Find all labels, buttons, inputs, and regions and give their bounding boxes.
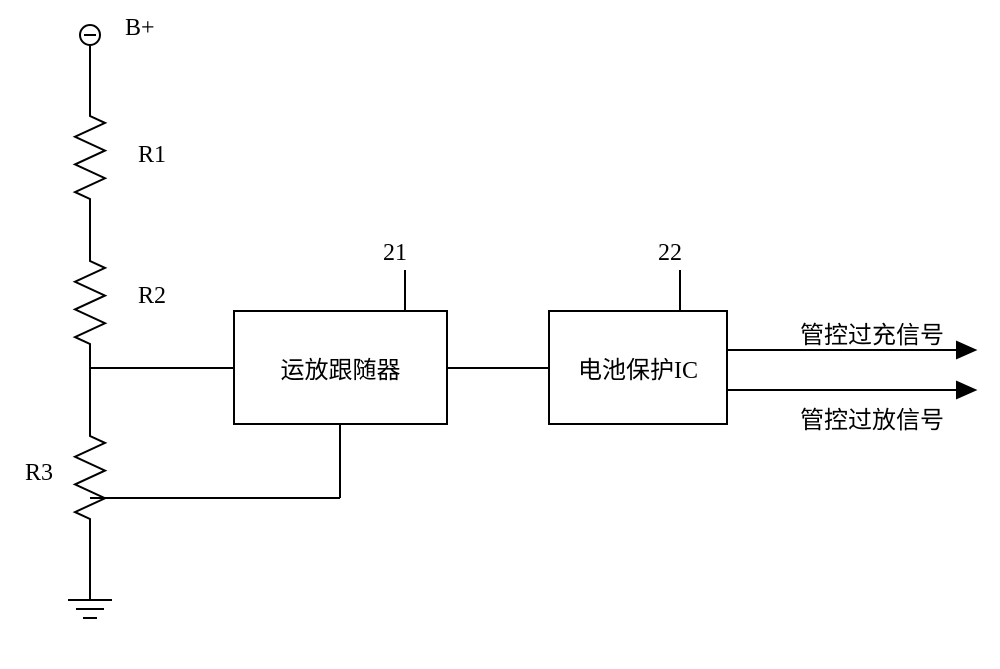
opamp-follower-block: 运放跟随器 (233, 310, 448, 425)
resistor-R1 (75, 100, 105, 215)
block-21-id: 21 (383, 240, 407, 267)
terminal-b-plus (80, 25, 100, 45)
terminal-label: B+ (125, 15, 155, 42)
arrowhead-0 (957, 342, 975, 358)
block-22-id: 22 (658, 240, 682, 267)
resistors-group (75, 100, 105, 535)
r3-label: R3 (25, 460, 53, 487)
arrowhead-1 (957, 382, 975, 398)
resistor-R2 (75, 245, 105, 360)
output-arrows (728, 342, 975, 398)
output-overcharge-label: 管控过充信号 (800, 315, 944, 350)
r1-label: R1 (138, 142, 166, 169)
resistor-R3 (75, 420, 105, 535)
opamp-follower-label: 运放跟随器 (281, 350, 401, 385)
r2-label: R2 (138, 283, 166, 310)
ground-symbol (68, 600, 112, 618)
battery-protect-ic-block: 电池保护IC (548, 310, 728, 425)
diagram-canvas: B+ R1 R2 R3 21 22 管控过充信号 管控过放信号 运放跟随器 电池… (0, 0, 1000, 669)
output-overdischarge-label: 管控过放信号 (800, 400, 944, 435)
battery-protect-ic-label: 电池保护IC (578, 350, 698, 385)
